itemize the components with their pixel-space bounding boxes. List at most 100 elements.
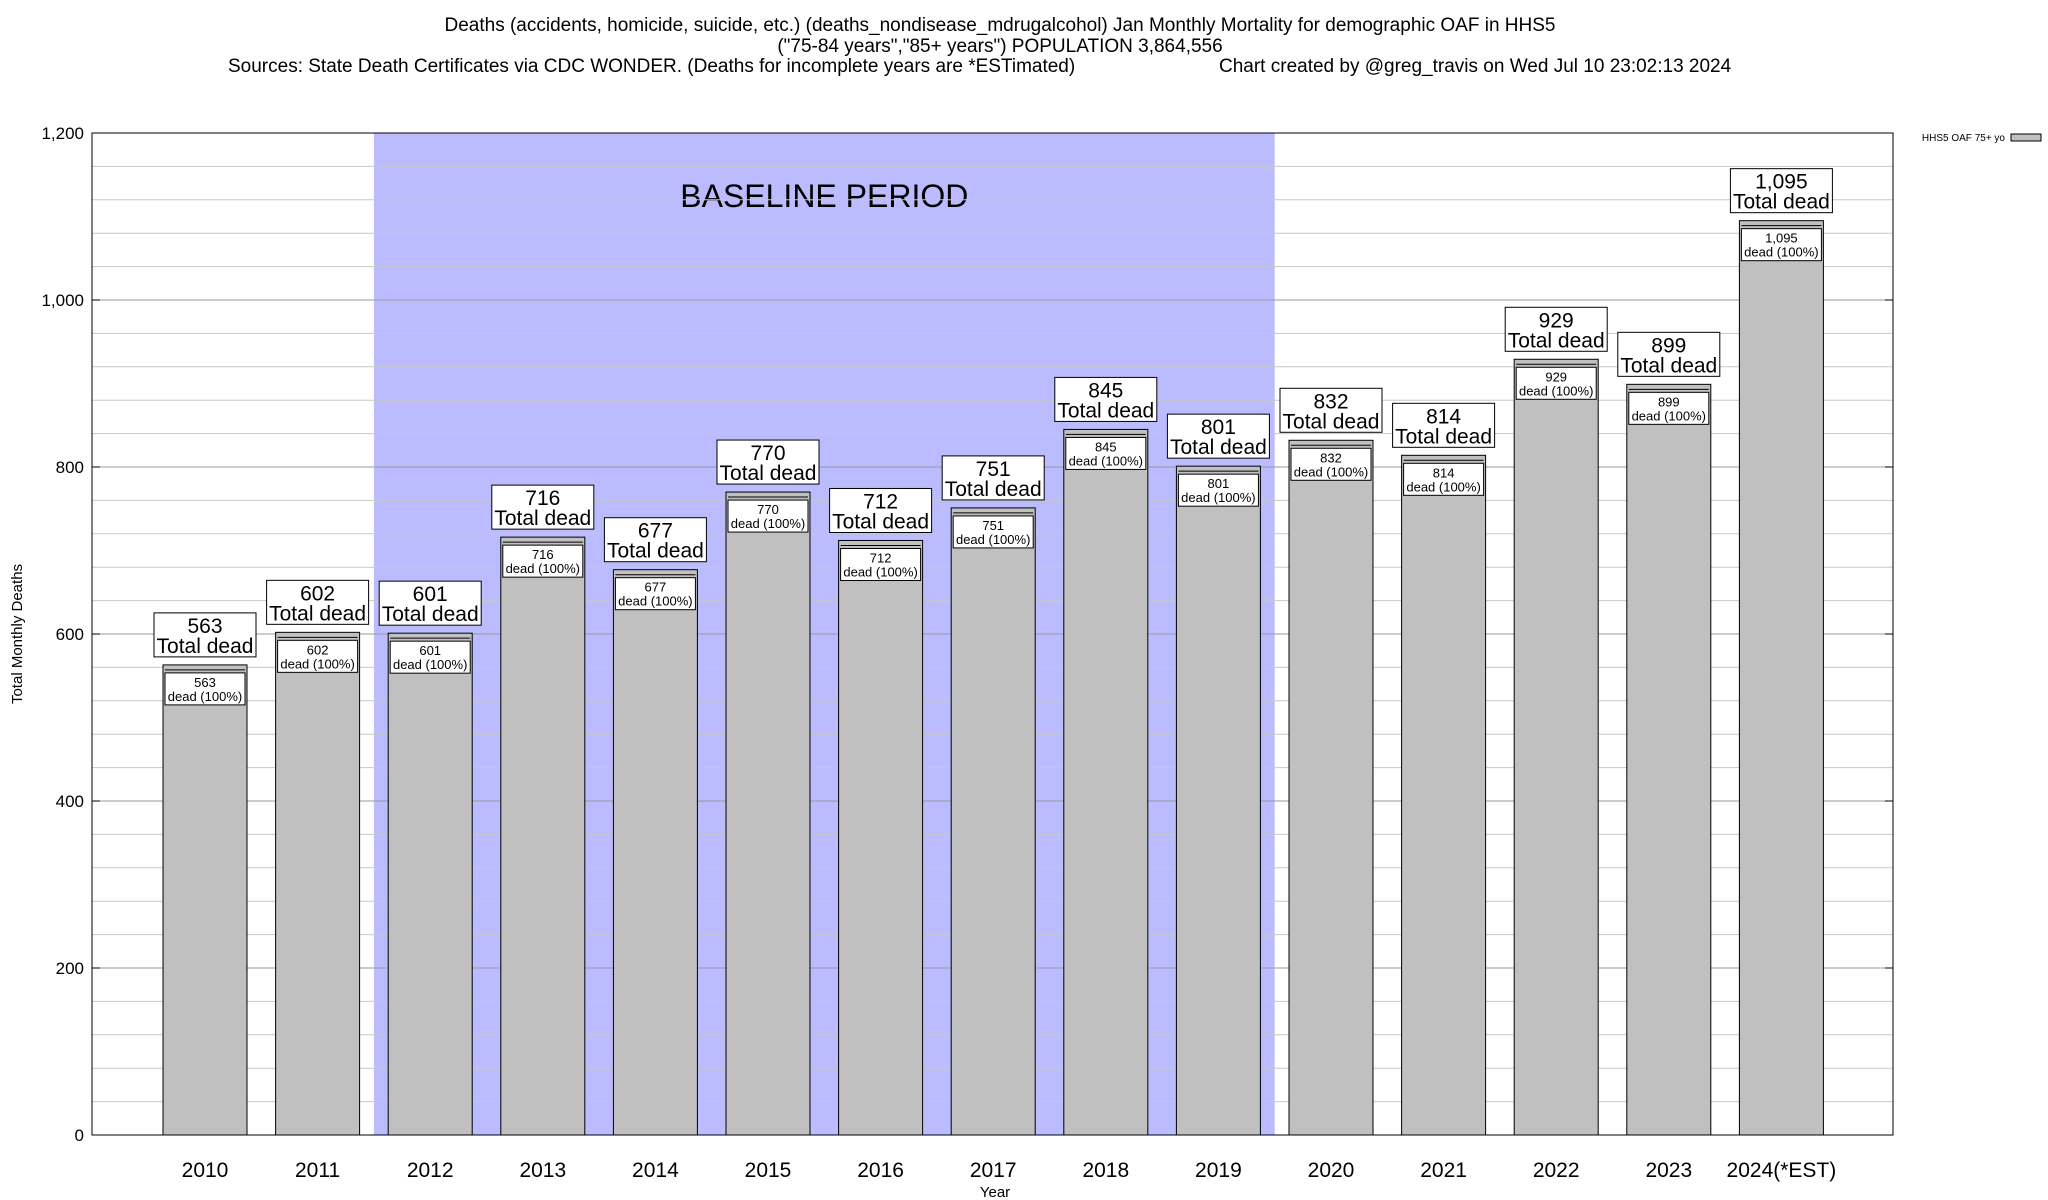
total-value-label: 814 [1426,405,1461,428]
inner-value-label: 845 [1095,439,1117,454]
total-label-box [1279,387,1383,433]
total-dead-label: Total dead [1508,329,1605,352]
x-tick-label: 2014 [632,1159,679,1182]
inner-dead-label: dead (100%) [1069,453,1143,468]
inner-dead-label: dead (100%) [1181,490,1255,505]
total-value-label: 563 [187,615,222,638]
inner-dead-label: dead (100%) [731,516,805,531]
total-dead-label: Total dead [1283,410,1380,433]
total-dead-label: Total dead [720,462,817,485]
y-tick-label: 400 [56,792,84,811]
x-tick-label: 2016 [857,1159,904,1182]
inner-label-box [502,544,584,578]
plot-area: BASELINE PERIOD 0 200 400 600 800 1,000 1,200 56… [9,124,2042,1200]
baseline-period-label: BASELINE PERIOD [680,178,968,214]
bar-2015 [725,491,811,1136]
inner-label-box [1515,366,1597,400]
total-label-box [829,487,933,533]
legend-swatch [2010,133,2042,142]
inner-dead-label: dead (100%) [506,561,580,576]
total-dead-label: Total dead [1620,354,1717,377]
x-tick-label: 2011 [295,1159,340,1182]
total-value-label: 716 [525,487,560,510]
inner-label-box [952,515,1034,549]
total-label-box [1504,306,1608,352]
legend-label: HHS5 OAF 75+ yo [1922,133,2006,144]
chart-credit: Chart created by @greg_travis on Wed Jul… [1219,56,1732,77]
inner-value-label: 801 [1208,476,1230,491]
inner-value-label: 563 [194,675,216,690]
bar-2017 [950,507,1036,1136]
inner-label-box [840,547,922,581]
inner-value-label: 899 [1658,394,1680,409]
x-tick-label: 2015 [745,1159,792,1182]
bar-2021 [1401,454,1487,1136]
inner-dead-label: dead (100%) [1294,464,1368,479]
y-tick-label: 1,200 [41,124,84,143]
inner-label-box [614,577,696,611]
total-dead-label: Total dead [494,507,591,530]
total-value-label: 1,095 [1755,171,1808,194]
total-value-label: 899 [1651,334,1686,357]
inner-dead-label: dead (100%) [1519,383,1593,398]
inner-label-box [1403,462,1485,496]
total-value-label: 832 [1313,390,1348,413]
inner-dead-label: dead (100%) [956,532,1030,547]
x-tick-label: 2019 [1195,1159,1242,1182]
x-tick-label: 2022 [1533,1159,1580,1182]
total-label-box [378,580,482,626]
total-label-box [1729,168,1833,214]
inner-dead-label: dead (100%) [1744,245,1818,260]
y-tick-label: 800 [56,458,84,477]
inner-dead-label: dead (100%) [1632,408,1706,423]
x-tick-label: 2018 [1082,1159,1129,1182]
total-label-box [603,517,707,563]
inner-dead-label: dead (100%) [393,657,467,672]
total-label-box [1392,402,1496,448]
total-dead-label: Total dead [1057,399,1154,422]
y-tick-label: 600 [56,625,84,644]
inner-label-box [727,499,809,533]
chart-title-line-2: ("75-84 years","85+ years") POPULATION 3… [777,36,1222,57]
total-dead-label: Total dead [1733,191,1830,214]
bar-2024(*EST) [1738,220,1824,1136]
total-value-label: 751 [976,458,1011,481]
total-label-box [491,484,595,530]
total-value-label: 929 [1539,309,1574,332]
inner-dead-label: dead (100%) [168,689,242,704]
total-value-label: 801 [1201,416,1236,439]
inner-value-label: 1,095 [1765,231,1798,246]
x-tick-label: 2020 [1308,1159,1355,1182]
y-tick-label: 200 [56,959,84,978]
total-value-label: 712 [863,490,898,513]
chart-title-line-1: Deaths (accidents, homicide, suicide, et… [445,15,1556,36]
inner-label-box [277,639,359,673]
total-value-label: 602 [300,582,335,605]
bar-2020 [1288,439,1374,1136]
inner-value-label: 602 [307,642,329,657]
total-dead-label: Total dead [382,603,479,626]
y-tick-label: 1,000 [41,291,84,310]
x-tick-label: 2017 [970,1159,1017,1182]
inner-label-box [1290,447,1372,481]
inner-label-box [164,672,246,706]
x-tick-label: 2021 [1420,1159,1467,1182]
bar-2014 [612,569,698,1136]
inner-dead-label: dead (100%) [1406,479,1480,494]
inner-label-box [1177,473,1259,507]
total-dead-label: Total dead [945,478,1042,501]
bar-2018 [1063,428,1149,1136]
total-dead-label: Total dead [832,510,929,533]
total-label-box [716,439,820,485]
total-dead-label: Total dead [1170,436,1267,459]
x-axis-title: Year [980,1184,1010,1200]
total-label-box [266,579,370,625]
inner-value-label: 716 [532,547,554,562]
bar-2010 [162,664,248,1136]
total-dead-label: Total dead [1395,425,1492,448]
bar-2016 [838,539,924,1136]
total-label-box [153,612,257,658]
bar-2011 [275,631,361,1136]
inner-value-label: 677 [645,580,667,595]
